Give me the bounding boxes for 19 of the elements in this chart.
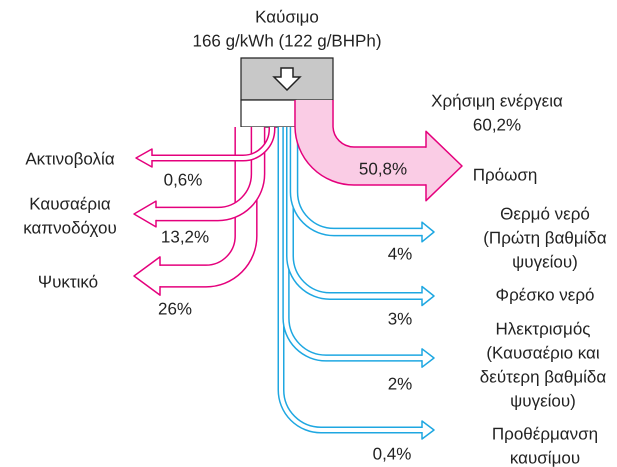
text: Καύσιμο <box>255 8 319 27</box>
category-label: Ψυκτικό <box>38 272 98 292</box>
category-label: Ηλεκτρισμός (Καυσαέριο και δεύτερη βαθμίδα ψυγείου) <box>480 320 606 411</box>
category-label: Προθέρμανση καυσίμου <box>492 424 598 467</box>
data-label: 13,2% <box>160 228 210 247</box>
data-label: 4% <box>388 244 412 264</box>
data-label: 2% <box>388 374 412 394</box>
data-label: 0,4% <box>372 444 412 464</box>
data-label: 0,6% <box>164 170 202 190</box>
category-label: Ακτινοβολία <box>25 150 115 169</box>
category-label: Φρέσκο νερό <box>496 286 594 305</box>
text: 166 g/kWh (122 g/BHPh) <box>192 32 382 51</box>
category-label: Θερμό νερό (Πρώτη βαθμίδα ψυγείου) <box>483 204 607 272</box>
data-label: 26% <box>158 300 192 319</box>
text: Χρήσιμη ενέργεια 60,2% <box>431 92 564 135</box>
category-label: Πρόωση <box>472 166 538 185</box>
data-label: 3% <box>388 310 412 329</box>
data-label: 50,8% <box>358 160 408 179</box>
category-label: Καυσαέρια καπνοδόχου <box>23 194 117 238</box>
